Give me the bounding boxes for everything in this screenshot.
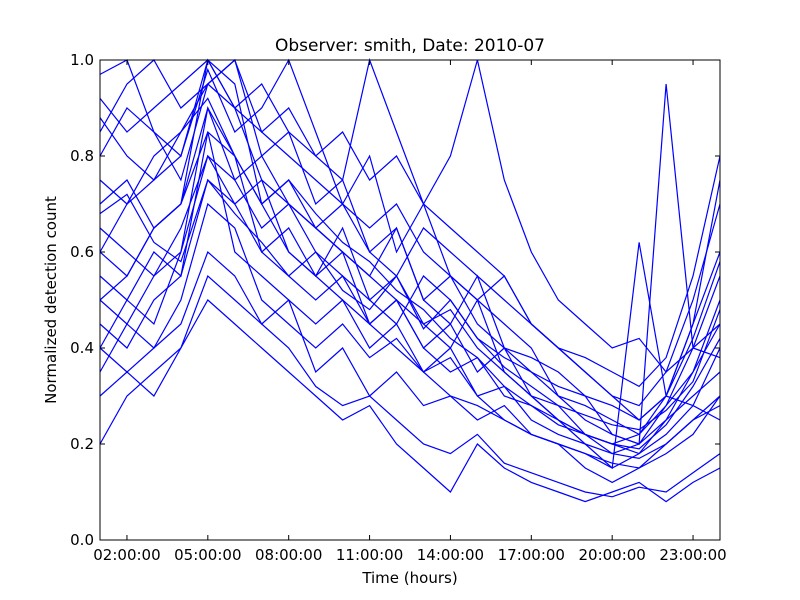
series-line-17 bbox=[99, 154, 721, 469]
y-axis-label: Normalized detection count bbox=[42, 196, 60, 404]
series-line-14 bbox=[99, 299, 721, 503]
series-line-1 bbox=[99, 58, 721, 455]
chart-title: Observer: smith, Date: 2010-07 bbox=[275, 36, 545, 56]
y-tick-label: 0.2 bbox=[70, 435, 94, 453]
y-tick-label: 0.6 bbox=[70, 243, 94, 261]
y-tick-label: 0.0 bbox=[70, 531, 94, 549]
series-line-18 bbox=[99, 97, 721, 450]
x-tick-label: 11:00:00 bbox=[336, 546, 403, 564]
series-line-16 bbox=[99, 83, 721, 445]
axis-ticks: 02:00:00 05:00:00 08:00:00 11:00:00 14:00:00… bbox=[70, 51, 727, 564]
x-tick-label: 14:00:00 bbox=[417, 546, 484, 564]
series-line-8 bbox=[99, 83, 721, 407]
y-tick-label: 0.8 bbox=[70, 147, 94, 165]
y-tick-label: 0.4 bbox=[70, 339, 94, 357]
plot-lines bbox=[99, 57, 721, 503]
x-axis-label: Time (hours) bbox=[361, 569, 457, 587]
y-tick-label: 1.0 bbox=[70, 51, 94, 69]
series-line-12 bbox=[99, 131, 721, 469]
series-line-20 bbox=[99, 178, 721, 431]
series-line-19 bbox=[99, 274, 721, 498]
series-line-15 bbox=[99, 57, 721, 373]
x-tick-label: 23:00:00 bbox=[659, 546, 726, 564]
series-line-11 bbox=[99, 59, 721, 421]
x-tick-label: 02:00:00 bbox=[93, 546, 160, 564]
series-line-13 bbox=[99, 130, 721, 388]
plot-frame bbox=[99, 59, 721, 541]
x-tick-label: 17:00:00 bbox=[498, 546, 565, 564]
series-line-10 bbox=[99, 178, 721, 445]
x-tick-label: 20:00:00 bbox=[578, 546, 645, 564]
x-tick-label: 08:00:00 bbox=[255, 546, 322, 564]
x-tick-label: 05:00:00 bbox=[174, 546, 241, 564]
series-line-7 bbox=[99, 250, 721, 484]
series-line-6 bbox=[99, 202, 721, 460]
